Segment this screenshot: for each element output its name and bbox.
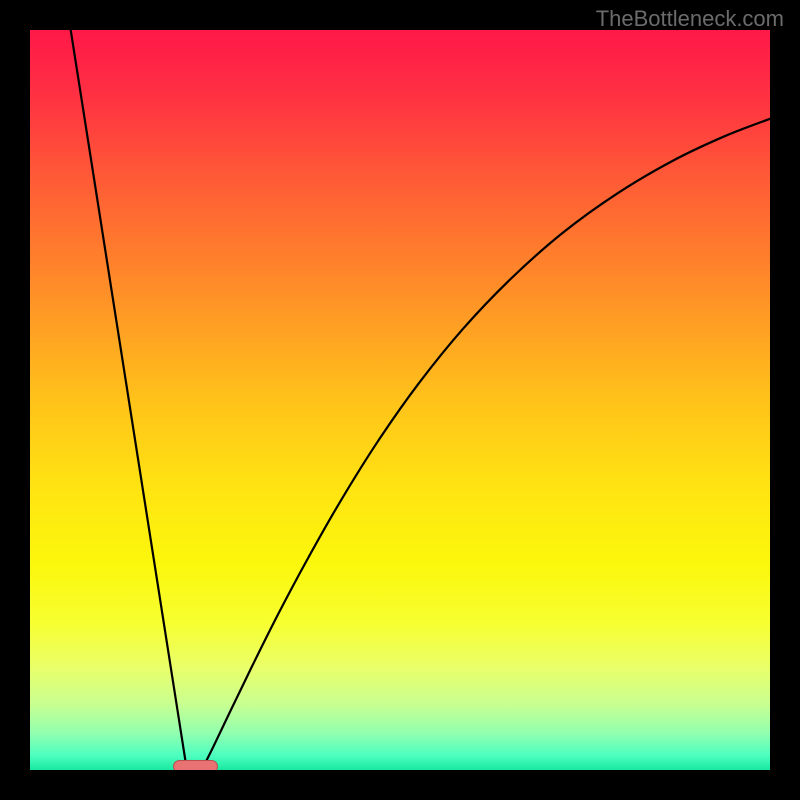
watermark-text: TheBottleneck.com bbox=[596, 6, 784, 32]
optimum-marker bbox=[173, 760, 218, 770]
curve-right-segment bbox=[202, 119, 770, 770]
curve-left-segment bbox=[71, 30, 187, 770]
chart-container: TheBottleneck.com bbox=[0, 0, 800, 800]
curve-layer bbox=[30, 30, 770, 770]
plot-area bbox=[30, 30, 770, 770]
